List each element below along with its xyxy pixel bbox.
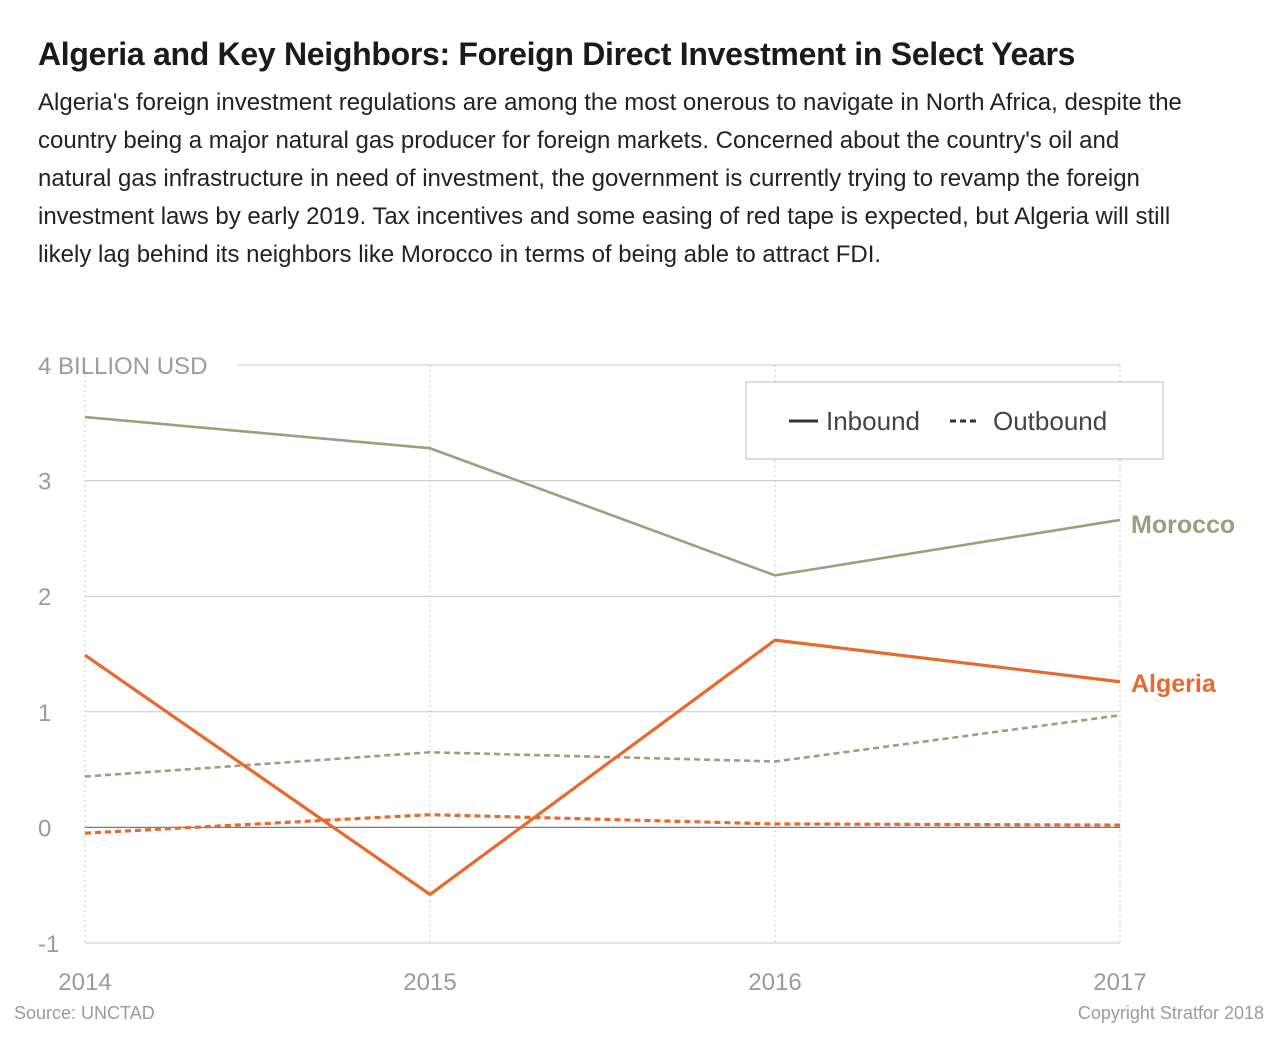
x-tick-label: 2015 xyxy=(403,969,456,996)
y-tick-label: 0 xyxy=(38,815,51,842)
y-tick-label: 3 xyxy=(38,469,51,496)
x-tick-label: 2016 xyxy=(748,969,801,996)
series-label-algeria: Algeria xyxy=(1131,670,1217,698)
x-axis: 2014 2015 2016 2017 xyxy=(58,969,1146,996)
y-tick-label: 1 xyxy=(38,700,51,727)
y-axis: -1 0 1 2 3 4 BILLION USD xyxy=(38,353,207,958)
series-line-morocco-inbound xyxy=(84,415,1121,577)
series-lines xyxy=(84,415,1121,897)
x-tick-label: 2017 xyxy=(1093,969,1146,996)
source-note: Source: UNCTAD xyxy=(14,1003,155,1023)
series-line-algeria-inbound xyxy=(84,638,1121,897)
y-tick-label: 2 xyxy=(38,584,51,611)
copyright-note: Copyright Stratfor 2018 xyxy=(1077,1003,1264,1023)
y-tick-label: -1 xyxy=(38,931,59,958)
y-tick-label: 4 BILLION USD xyxy=(38,353,207,380)
x-tick-label: 2014 xyxy=(58,969,111,996)
series-line-algeria-outbound xyxy=(84,813,1121,835)
series-line-morocco-outbound xyxy=(84,713,1121,778)
legend: Inbound Outbound xyxy=(745,381,1164,460)
chart-subtitle: Algeria's foreign investment regulations… xyxy=(38,89,1182,268)
gridlines xyxy=(84,364,1121,944)
legend-outbound-label: Outbound xyxy=(993,406,1107,436)
legend-inbound-label: Inbound xyxy=(826,406,920,436)
chart-title: Algeria and Key Neighbors: Foreign Direc… xyxy=(38,36,1076,72)
series-label-morocco: Morocco xyxy=(1131,511,1235,539)
